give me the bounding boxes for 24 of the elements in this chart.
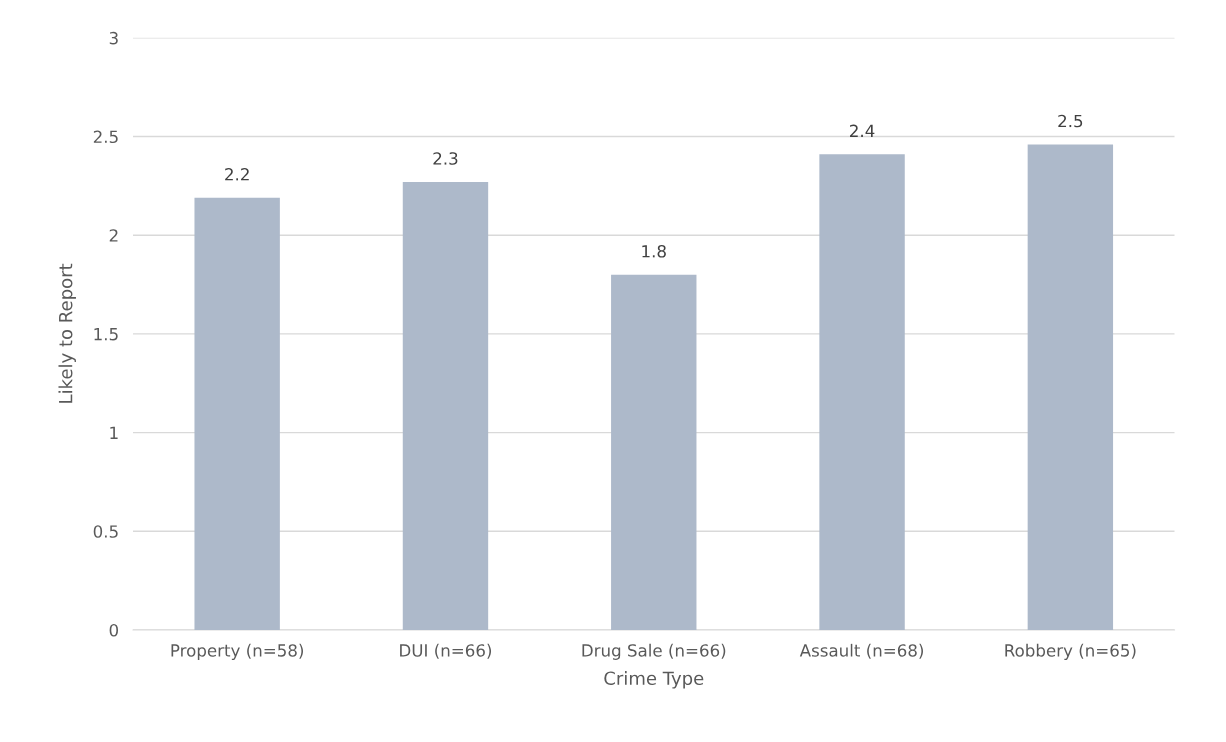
- y-axis-title: Likely to Report: [58, 263, 76, 403]
- y-tick-label: 1.5: [94, 328, 118, 341]
- y-tick-label: 0: [109, 623, 119, 637]
- bar: [194, 197, 280, 630]
- x-tick-label: Robbery (n=65): [1005, 643, 1136, 660]
- x-tick-label: Property (n=58): [171, 643, 304, 660]
- y-tick-label: 3: [109, 31, 118, 45]
- bar: [611, 274, 697, 630]
- data-label: 2.2: [225, 167, 249, 181]
- x-axis-title: Crime Type: [604, 671, 704, 689]
- data-label: 1.8: [642, 244, 666, 258]
- x-tick-label: Drug Sale (n=66): [582, 643, 726, 660]
- bar: [402, 181, 489, 630]
- y-tick-label: 1: [110, 426, 118, 439]
- bar: [1027, 144, 1114, 630]
- x-tick-label: DUI (n=66): [400, 643, 492, 659]
- y-tick-label: 0.5: [93, 525, 118, 538]
- data-label: 2.3: [433, 152, 458, 165]
- data-label: 2.5: [1058, 114, 1083, 128]
- bar: [819, 154, 905, 630]
- x-tick-label: Assault (n=68): [799, 643, 924, 659]
- y-tick-label: 2.5: [93, 130, 118, 144]
- data-label: 2.4: [850, 124, 875, 137]
- y-tick-label: 2: [109, 229, 118, 242]
